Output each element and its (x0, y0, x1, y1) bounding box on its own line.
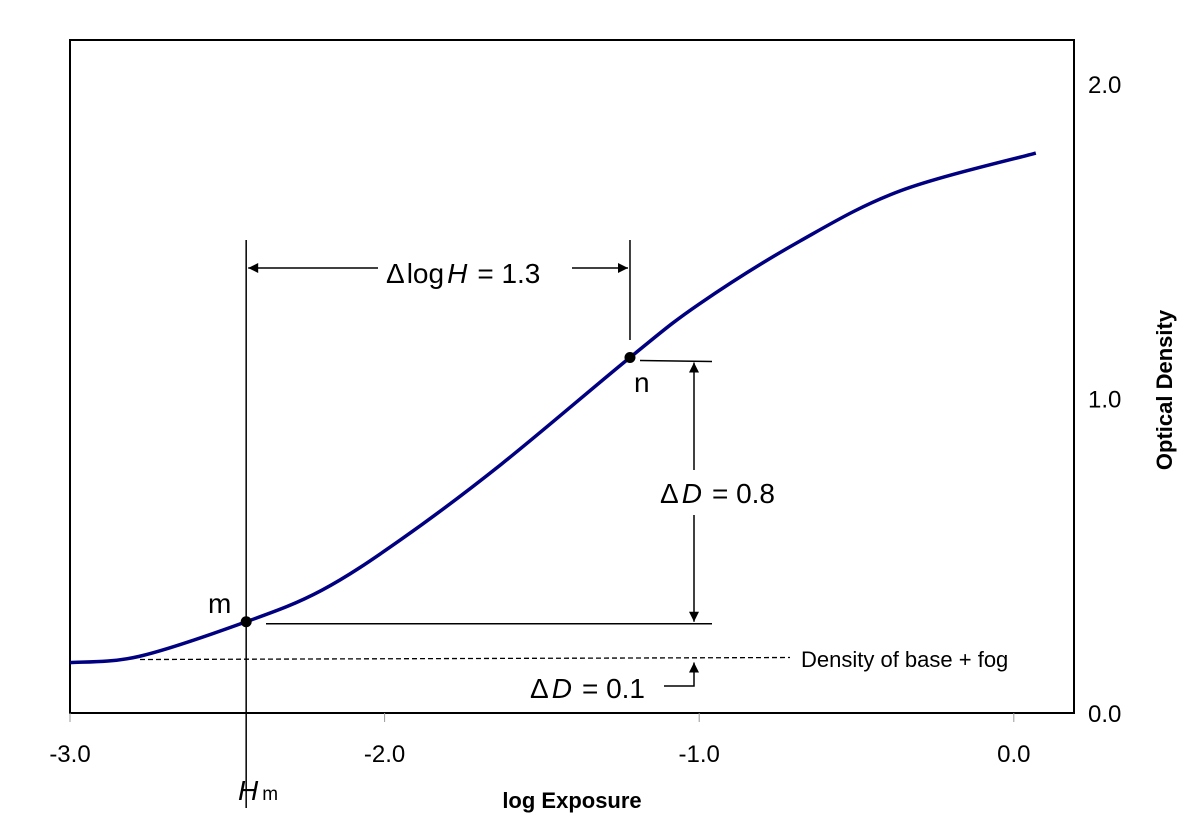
delta-d-01-label: Δ D = 0.1 (530, 673, 645, 704)
base-fog-line (139, 656, 791, 661)
y-tick-label: 2.0 (1088, 72, 1121, 99)
point-n-marker (624, 352, 636, 364)
point-n-label: n (634, 367, 650, 398)
y-tick-label: 1.0 (1088, 386, 1121, 413)
point-m-marker (240, 616, 252, 628)
n-level-line (639, 359, 713, 363)
x-axis-label: log Exposure (502, 788, 641, 813)
delta-logh-label: Δlog H = 1.3 (386, 258, 540, 289)
point-m-label: m (208, 588, 231, 619)
x-tick-label: -3.0 (49, 741, 90, 768)
base-fog-label: Density of base + fog (801, 647, 1008, 672)
x-tick-label: -1.0 (679, 741, 720, 768)
density-curve (69, 151, 1037, 665)
y-tick-label: 0.0 (1088, 701, 1121, 728)
plot-frame (69, 39, 1075, 714)
delta-d-01-arrow (664, 662, 699, 687)
y-axis-label: Optical Density (1152, 309, 1177, 470)
delta-d-08-label: Δ D = 0.8 (660, 478, 775, 509)
x-tick-label: -2.0 (364, 741, 405, 768)
x-tick-label: 0.0 (997, 741, 1030, 768)
